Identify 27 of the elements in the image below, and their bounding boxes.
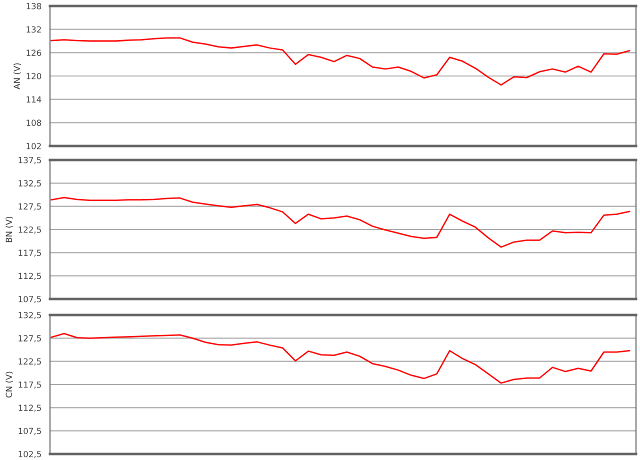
y-tick-label: 122,5 [18,358,41,366]
y-tick-label: 107,5 [18,428,41,435]
y-axis-title: BN (V) [6,216,14,242]
y-tick-label: 127,5 [18,335,41,342]
y-tick-label: 132 [26,26,41,33]
y-tick-label: 132,5 [18,180,41,188]
y-tick-label: 126 [26,50,42,56]
y-tick-label: 137,5 [18,156,41,164]
y-axis-title: CN (V) [6,372,14,398]
line-series [50,332,630,384]
y-tick-label: 127,5 [18,203,41,210]
y-tick-label: 117,5 [18,250,41,257]
y-tick-label: 112,5 [18,404,41,412]
line-series [50,37,630,86]
y-tick-label: 117,5 [18,382,41,389]
y-tick-label: 102,5 [18,450,41,458]
y-tick-label: 114 [26,96,42,102]
y-tick-label: 138 [26,2,42,10]
y-tick-label: 122,5 [18,226,41,234]
y-tick-label: 120 [26,72,42,80]
y-tick-label: 107,5 [18,296,41,304]
y-tick-label: 112,5 [18,272,41,280]
line-series [50,196,630,248]
y-tick-label: 132,5 [18,312,41,320]
y-tick-label: 102 [26,142,41,150]
y-axis-title: AN (V) [14,63,21,90]
y-tick-label: 108 [26,120,42,126]
